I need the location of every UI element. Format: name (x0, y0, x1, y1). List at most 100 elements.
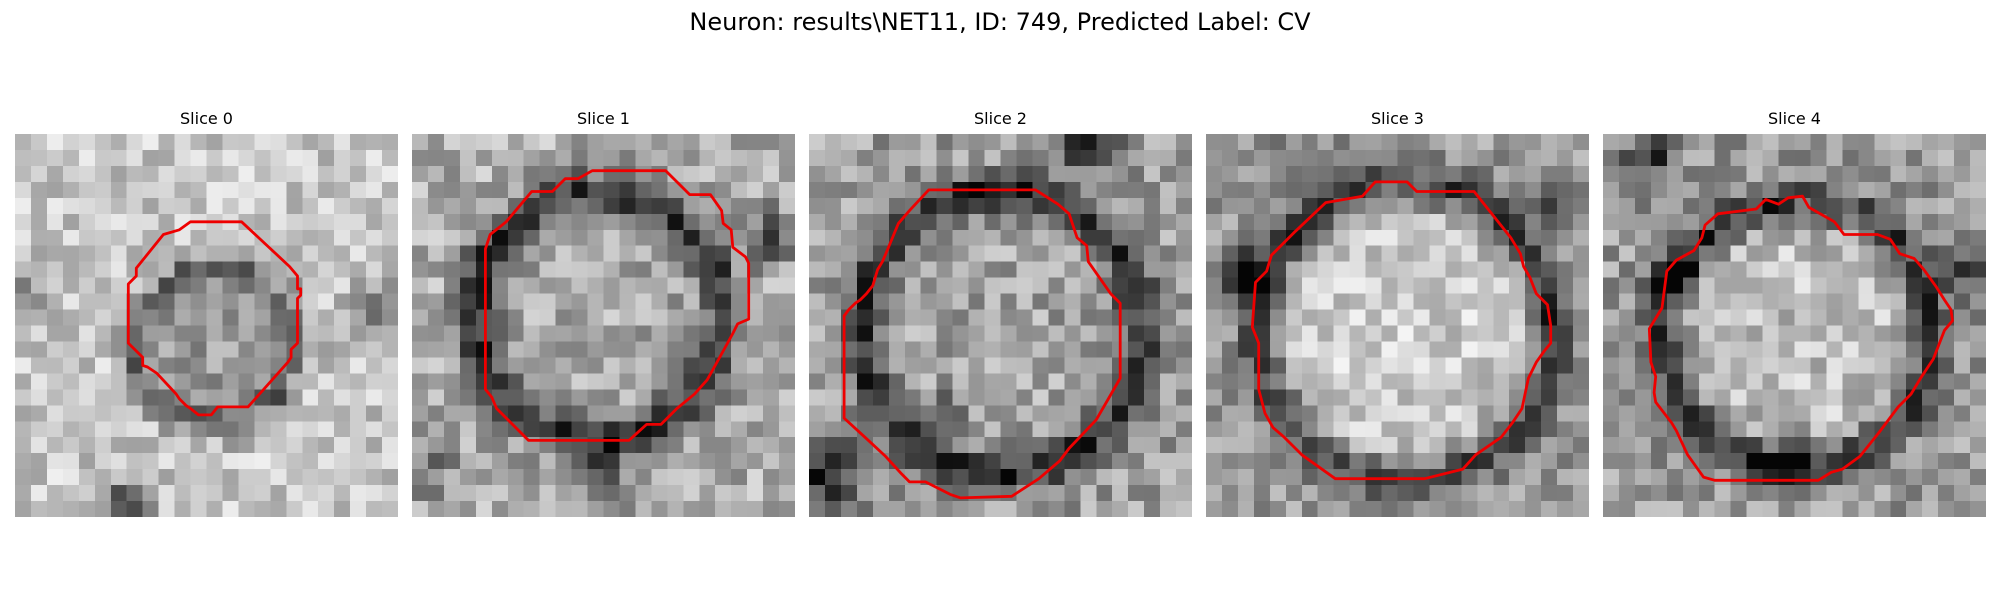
pixel-cell (1541, 213, 1558, 231)
pixel-cell (190, 501, 208, 517)
pixel-cell (459, 373, 477, 390)
pixel-cell (1160, 389, 1177, 406)
pixel-cell (555, 277, 573, 295)
pixel-cell (1557, 453, 1574, 470)
pixel-cell (1317, 453, 1335, 470)
pixel-cell (1206, 293, 1223, 311)
pixel-cell (1253, 165, 1271, 183)
pixel-cell (1810, 405, 1828, 422)
pixel-cell (174, 501, 192, 517)
pixel-cell (126, 245, 144, 263)
pixel-cell (254, 501, 271, 517)
pixel-cell (1970, 261, 1986, 279)
pixel-cell (619, 421, 637, 438)
pixel-cell (254, 437, 271, 454)
pixel-cell (1333, 181, 1351, 199)
pixel-cell (1206, 405, 1223, 422)
pixel-cell (1253, 261, 1271, 279)
pixel-cell (62, 453, 80, 470)
pixel-cell (1938, 277, 1955, 295)
pixel-cell (1541, 134, 1558, 151)
pixel-cell (1112, 421, 1129, 438)
pixel-cell (984, 197, 1002, 215)
pixel-cell (46, 293, 64, 311)
pixel-cell (920, 373, 938, 390)
pixel-cell (920, 277, 938, 295)
slice-image (809, 134, 1192, 517)
pixel-cell (427, 213, 445, 231)
pixel-cell (318, 373, 335, 390)
pixel-cell (1032, 341, 1049, 359)
pixel-cell (1429, 389, 1446, 406)
pixel-cell (779, 213, 795, 231)
pixel-cell (1333, 149, 1351, 167)
pixel-cell (366, 405, 383, 422)
pixel-cell (491, 373, 509, 390)
pixel-cell (1016, 293, 1034, 311)
pixel-cell (382, 229, 398, 247)
pixel-cell (920, 357, 938, 374)
pixel-cell (1922, 181, 1939, 199)
pixel-cell (1938, 469, 1955, 486)
pixel-cell (1064, 134, 1081, 151)
pixel-cell (1762, 229, 1780, 247)
pixel-cell (443, 213, 461, 231)
pixel-cell (1573, 341, 1589, 359)
pixel-cell (872, 357, 890, 374)
pixel-cell (491, 357, 509, 374)
pixel-cell (1842, 485, 1859, 502)
pixel-cell (286, 389, 303, 406)
pixel-cell (1269, 389, 1287, 406)
pixel-cell (1509, 325, 1526, 343)
pixel-cell (619, 277, 637, 295)
pixel-cell (1333, 357, 1351, 374)
pixel-cell (1445, 373, 1462, 390)
pixel-cell (1176, 341, 1192, 359)
pixel-cell (539, 389, 557, 406)
pixel-cell (1618, 405, 1636, 422)
pixel-cell (619, 389, 637, 406)
pixel-cell (1938, 261, 1955, 279)
pixel-cell (840, 437, 858, 454)
pixel-cell (920, 389, 938, 406)
pixel-cell (920, 197, 938, 215)
pixel-cell (555, 149, 573, 167)
pixel-cell (1573, 469, 1589, 486)
pixel-cell (412, 245, 429, 263)
pixel-cell (1477, 134, 1494, 151)
pixel-cell (651, 293, 668, 311)
pixel-cell (1365, 405, 1383, 422)
pixel-cell (110, 261, 128, 279)
pixel-cell (190, 277, 208, 295)
pixel-cell (270, 165, 287, 183)
pixel-cell (619, 229, 637, 247)
pixel-cell (254, 134, 271, 151)
pixel-cell (1048, 261, 1065, 279)
pixel-cell (1573, 501, 1589, 517)
pixel-cell (1874, 245, 1891, 263)
pixel-cell (1810, 213, 1828, 231)
pixel-cell (1176, 485, 1192, 502)
pixel-cell (1016, 405, 1034, 422)
pixel-cell (667, 277, 684, 295)
pixel-cell (1048, 469, 1065, 486)
pixel-cell (619, 485, 637, 502)
pixel-cell (62, 389, 80, 406)
pixel-cell (888, 405, 906, 422)
pixel-cell (62, 485, 80, 502)
pixel-cell (952, 149, 970, 167)
pixel-cell (318, 325, 335, 343)
pixel-cell (1509, 389, 1526, 406)
pixel-cell (984, 437, 1002, 454)
pixel-cell (78, 325, 96, 343)
pixel-cell (491, 149, 509, 167)
pixel-cell (443, 405, 461, 422)
pixel-cell (222, 357, 240, 374)
pixel-cell (1906, 405, 1923, 422)
pixel-cell (1064, 261, 1081, 279)
pixel-cell (174, 405, 192, 422)
pixel-cell (1349, 373, 1367, 390)
pixel-cell (78, 181, 96, 199)
pixel-cell (443, 421, 461, 438)
pixel-cell (110, 149, 128, 167)
